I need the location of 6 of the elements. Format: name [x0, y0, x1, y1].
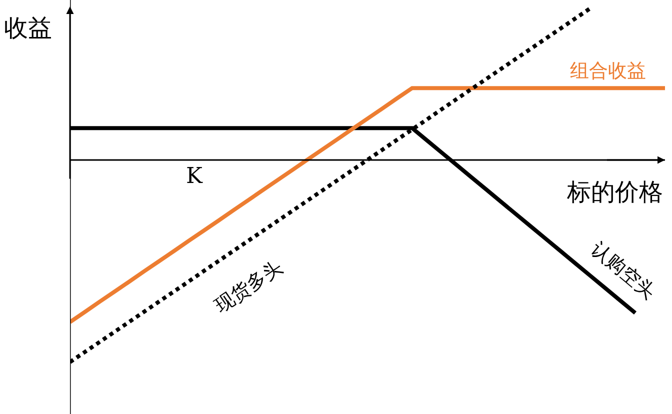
series-label: 组合收益 [570, 60, 646, 82]
text: 现货多头 [211, 256, 286, 318]
text: 认购空头 [587, 238, 660, 304]
x-axis-title: 标的价格 [566, 178, 663, 206]
annotation: K [186, 164, 203, 189]
y-axis-title: 收益 [4, 14, 52, 42]
